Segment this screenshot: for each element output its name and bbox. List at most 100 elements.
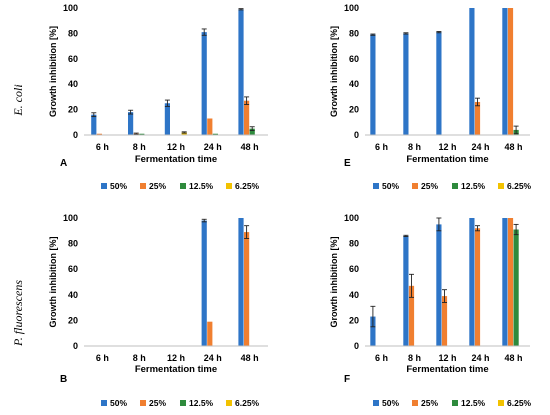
bar-25pct-24h bbox=[474, 228, 481, 346]
y-tick-label: 80 bbox=[68, 28, 78, 38]
y-axis-label: Growth inhibition [%] bbox=[48, 26, 58, 117]
y-tick-label: 20 bbox=[349, 105, 359, 115]
legend-entry: 50% bbox=[110, 181, 127, 191]
legend-entry: 50% bbox=[110, 398, 127, 408]
bar-12-5pct-48h bbox=[249, 128, 255, 135]
bar-50pct-6h bbox=[91, 114, 97, 135]
x-tick-label: 6 h bbox=[375, 142, 388, 152]
x-tick-label: 6 h bbox=[375, 353, 388, 363]
legend-entry: 12.5% bbox=[461, 181, 486, 191]
x-tick-label: 12 h bbox=[438, 353, 456, 363]
x-tick-label: 24 h bbox=[204, 353, 222, 363]
x-axis-label: Fermentation time bbox=[135, 364, 217, 375]
y-tick-label: 80 bbox=[349, 28, 359, 38]
bar-25pct-12h bbox=[441, 296, 448, 346]
legend-swatch bbox=[180, 183, 186, 189]
legend-entry: 25% bbox=[149, 398, 166, 408]
bar-50pct-12h bbox=[436, 224, 442, 346]
legend-swatch bbox=[412, 183, 418, 189]
y-tick-label: 0 bbox=[354, 130, 359, 140]
bar-50pct-12h bbox=[164, 103, 170, 135]
legend-swatch bbox=[101, 183, 107, 189]
bar-50pct-6h bbox=[370, 316, 376, 346]
x-axis-label: Fermentation time bbox=[135, 154, 217, 165]
y-tick-label: 80 bbox=[68, 239, 78, 249]
y-tick-label: 60 bbox=[349, 54, 359, 64]
bar-12-5pct-48h bbox=[513, 229, 519, 346]
bar-25pct-48h bbox=[244, 100, 250, 135]
y-tick-label: 100 bbox=[63, 3, 78, 13]
y-tick-label: 60 bbox=[68, 54, 78, 64]
y-tick-label: 0 bbox=[73, 130, 78, 140]
legend-entry: 6.25% bbox=[235, 398, 260, 408]
legend-entry: 25% bbox=[149, 181, 166, 191]
legend-entry: 50% bbox=[382, 398, 399, 408]
chart-panel-a: 0 20 40 60 80 100 Growth inhibition [%] 6 h 8 h 1… bbox=[48, 3, 268, 191]
row-label-pfluorescens: P. fluorescens bbox=[11, 280, 25, 347]
bar-25pct-24h bbox=[207, 118, 213, 135]
x-tick-label: 6 h bbox=[96, 142, 109, 152]
y-tick-label: 40 bbox=[68, 290, 78, 300]
x-tick-label: 8 h bbox=[408, 142, 421, 152]
y-tick-label: 40 bbox=[349, 79, 359, 89]
bar-12-5pct-8h bbox=[139, 133, 145, 135]
y-tick-label: 20 bbox=[349, 315, 359, 325]
y-tick-label: 20 bbox=[68, 105, 78, 115]
x-tick-label: 48 h bbox=[241, 353, 259, 363]
legend-swatch bbox=[180, 400, 186, 406]
bar-25pct-6h bbox=[96, 133, 102, 135]
panel-letter: B bbox=[60, 374, 67, 385]
legend-swatch bbox=[226, 183, 232, 189]
bar-25pct-48h bbox=[244, 232, 250, 346]
y-axis-label: Growth inhibition [%] bbox=[48, 237, 58, 328]
bar-25pct-24h bbox=[474, 101, 481, 135]
legend-entry: 50% bbox=[382, 181, 399, 191]
bar-50pct-48h bbox=[238, 218, 244, 346]
x-tick-label: 8 h bbox=[408, 353, 421, 363]
bar-50pct-6h bbox=[370, 34, 376, 135]
x-tick-label: 24 h bbox=[204, 142, 222, 152]
y-tick-label: 100 bbox=[63, 213, 78, 223]
legend-swatch bbox=[412, 400, 418, 406]
bar-25pct-48h bbox=[507, 8, 514, 135]
bar-50pct-8h bbox=[403, 33, 409, 135]
y-tick-label: 40 bbox=[68, 79, 78, 89]
legend-entry: 12.5% bbox=[461, 398, 486, 408]
bar-25pct-48h bbox=[507, 218, 514, 346]
y-tick-label: 60 bbox=[349, 264, 359, 274]
x-tick-label: 8 h bbox=[133, 353, 146, 363]
legend-swatch bbox=[452, 400, 458, 406]
y-tick-label: 0 bbox=[354, 341, 359, 351]
chart-panel-f: 0 20 40 60 80 100 Growth inhibition [%] 6 h 8 h 1… bbox=[329, 213, 532, 408]
chart-panel-e: 0 20 40 60 80 100 Growth inhibition [%] 6 h 8 h 1… bbox=[329, 3, 532, 191]
legend-entry: 6.25% bbox=[235, 181, 260, 191]
legend-swatch bbox=[140, 400, 146, 406]
legend-entry: 12.5% bbox=[189, 181, 214, 191]
bar-50pct-24h bbox=[469, 8, 475, 135]
bar-50pct-48h bbox=[502, 218, 508, 346]
x-axis-label: Fermentation time bbox=[406, 154, 488, 165]
x-tick-label: 12 h bbox=[438, 142, 456, 152]
bar-50pct-48h bbox=[502, 8, 508, 135]
legend-swatch bbox=[498, 183, 504, 189]
legend-entry: 25% bbox=[421, 398, 438, 408]
y-tick-label: 40 bbox=[349, 290, 359, 300]
legend-swatch bbox=[452, 183, 458, 189]
x-tick-label: 8 h bbox=[133, 142, 146, 152]
panels: 0 20 40 60 80 100 Growth inhibition [%] 6 h 8 h 1… bbox=[48, 3, 532, 408]
legend-entry: 12.5% bbox=[189, 398, 214, 408]
bar-50pct-24h bbox=[201, 220, 207, 346]
x-tick-label: 24 h bbox=[471, 353, 489, 363]
bar-25pct-8h bbox=[408, 285, 415, 346]
x-tick-label: 6 h bbox=[96, 353, 109, 363]
y-axis-label: Growth inhibition [%] bbox=[329, 237, 339, 328]
bar-25pct-24h bbox=[207, 321, 213, 346]
x-axis-label: Fermentation time bbox=[406, 364, 488, 375]
bar-50pct-8h bbox=[128, 112, 134, 135]
panel-letter: E bbox=[344, 158, 351, 169]
x-tick-label: 48 h bbox=[241, 142, 259, 152]
y-axis-label: Growth inhibition [%] bbox=[329, 26, 339, 117]
legend-swatch bbox=[140, 183, 146, 189]
bar-12-5pct-24h bbox=[212, 133, 218, 135]
